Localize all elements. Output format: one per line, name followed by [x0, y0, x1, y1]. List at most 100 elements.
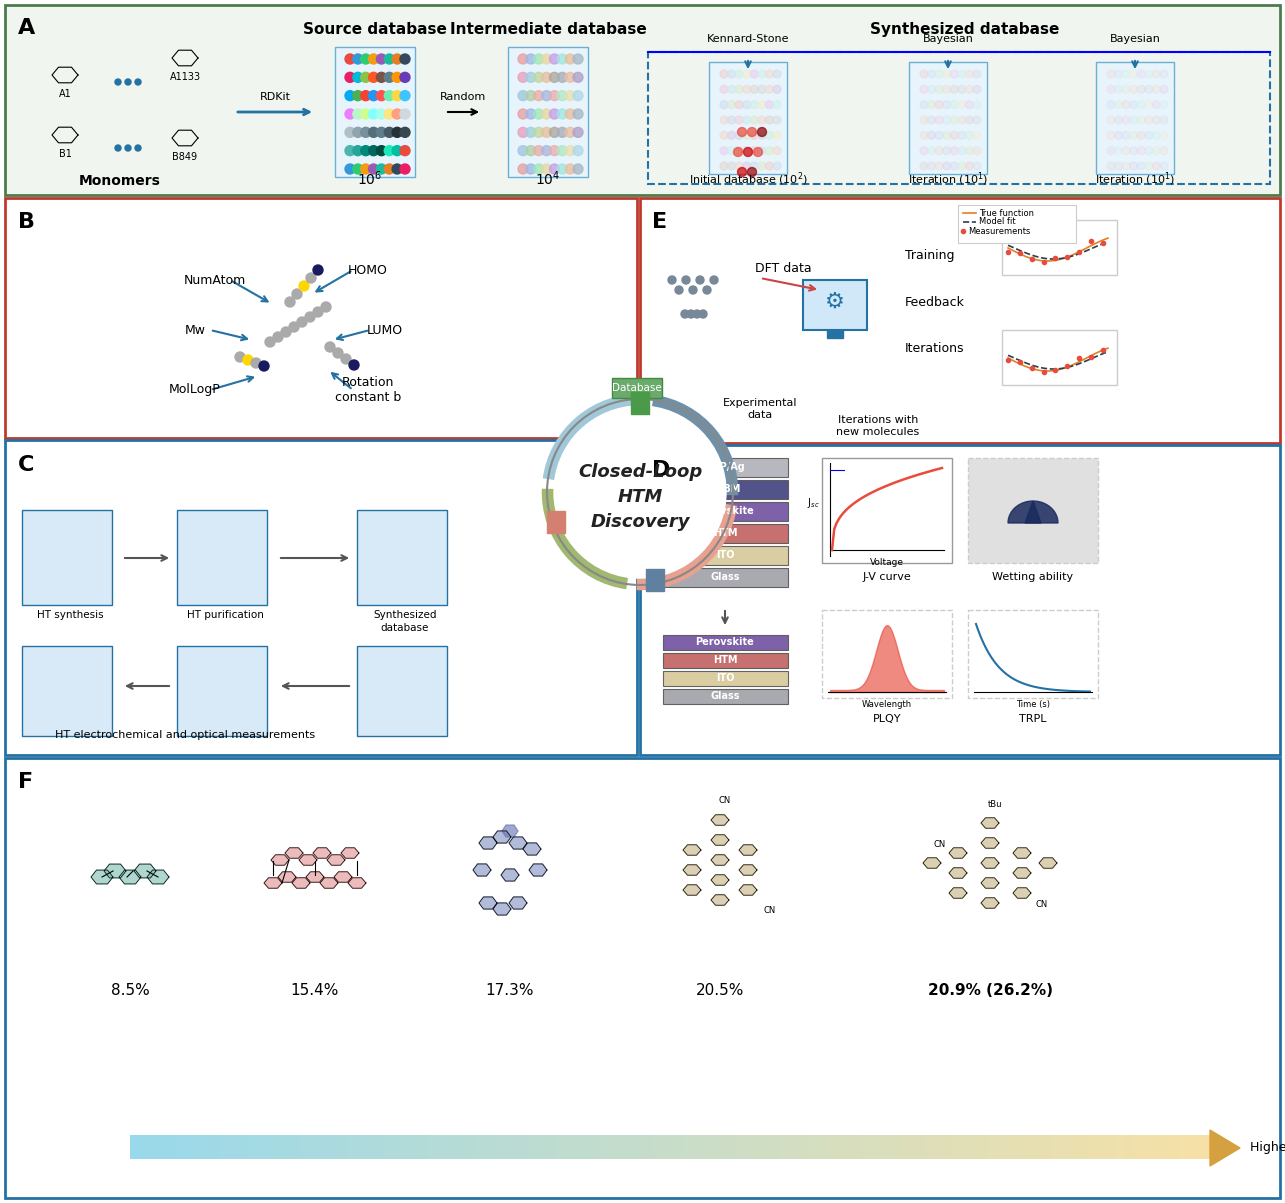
Polygon shape	[1013, 867, 1031, 878]
Circle shape	[573, 72, 583, 82]
Polygon shape	[306, 872, 324, 882]
Bar	[889, 1134, 899, 1158]
Bar	[1002, 220, 1117, 275]
Circle shape	[384, 128, 394, 137]
Bar	[148, 1134, 158, 1158]
Polygon shape	[739, 884, 757, 895]
Circle shape	[400, 109, 410, 119]
Circle shape	[743, 131, 750, 140]
Circle shape	[766, 147, 774, 155]
Bar	[437, 1134, 447, 1158]
Circle shape	[260, 361, 269, 371]
Circle shape	[400, 128, 410, 137]
Circle shape	[750, 70, 758, 78]
Circle shape	[518, 90, 528, 101]
Text: Iteration (10$^1$): Iteration (10$^1$)	[908, 171, 988, 188]
Text: Initial database (10$^2$): Initial database (10$^2$)	[689, 171, 807, 188]
Text: database: database	[380, 623, 429, 633]
Circle shape	[384, 90, 394, 101]
Polygon shape	[120, 870, 141, 884]
Circle shape	[1145, 85, 1153, 94]
Text: Glass: Glass	[711, 691, 740, 701]
Circle shape	[757, 128, 766, 136]
Circle shape	[518, 164, 528, 174]
Bar	[392, 1134, 402, 1158]
Bar	[519, 1134, 529, 1158]
Polygon shape	[263, 878, 281, 888]
Circle shape	[369, 72, 379, 82]
Polygon shape	[509, 897, 527, 909]
Circle shape	[957, 131, 966, 140]
Polygon shape	[1007, 500, 1058, 523]
Circle shape	[518, 128, 528, 137]
Text: Source database: Source database	[303, 22, 447, 37]
Circle shape	[350, 360, 359, 371]
Bar	[338, 1134, 348, 1158]
Bar	[1124, 1134, 1135, 1158]
Circle shape	[720, 70, 729, 78]
Circle shape	[1106, 70, 1115, 78]
Polygon shape	[711, 855, 729, 865]
Circle shape	[943, 162, 951, 170]
Circle shape	[1153, 162, 1160, 170]
Polygon shape	[980, 878, 998, 888]
Text: CN: CN	[718, 796, 731, 805]
Text: HTM: HTM	[713, 654, 738, 665]
Polygon shape	[334, 872, 352, 882]
Bar	[5, 5, 1280, 195]
Bar	[211, 1134, 221, 1158]
Circle shape	[353, 72, 362, 82]
Bar	[663, 458, 788, 478]
Circle shape	[1106, 162, 1115, 170]
Bar	[898, 1134, 908, 1158]
Text: Intermediate database: Intermediate database	[450, 22, 646, 37]
Circle shape	[920, 162, 928, 170]
Circle shape	[377, 146, 387, 155]
Circle shape	[1122, 101, 1130, 108]
Circle shape	[541, 109, 551, 119]
Text: 15.4%: 15.4%	[290, 983, 339, 998]
Bar	[5, 5, 1280, 195]
Circle shape	[353, 164, 362, 174]
Circle shape	[1114, 115, 1123, 124]
Bar	[980, 1134, 989, 1158]
Bar	[609, 1134, 619, 1158]
Text: Closed-Loop: Closed-Loop	[578, 463, 702, 481]
Bar	[663, 635, 788, 650]
Bar	[916, 1134, 926, 1158]
Bar	[5, 440, 637, 755]
Circle shape	[400, 54, 410, 64]
Bar	[871, 1134, 882, 1158]
Bar	[537, 1134, 547, 1158]
Circle shape	[957, 162, 966, 170]
Bar	[483, 1134, 492, 1158]
Circle shape	[735, 131, 743, 140]
Circle shape	[943, 115, 951, 124]
Circle shape	[774, 131, 781, 140]
Circle shape	[565, 109, 576, 119]
Bar	[835, 1134, 846, 1158]
Bar	[5, 440, 637, 755]
Circle shape	[758, 101, 766, 108]
Circle shape	[766, 115, 774, 124]
Polygon shape	[341, 848, 359, 858]
Circle shape	[727, 101, 735, 108]
Bar	[663, 525, 788, 543]
Circle shape	[526, 90, 536, 101]
Text: J$_{sc}$: J$_{sc}$	[807, 496, 820, 510]
Text: True function: True function	[979, 208, 1034, 218]
Circle shape	[935, 162, 943, 170]
Bar	[492, 1134, 501, 1158]
Circle shape	[392, 90, 402, 101]
Circle shape	[1137, 115, 1145, 124]
Bar	[1079, 1134, 1090, 1158]
Circle shape	[1160, 147, 1168, 155]
Bar	[600, 1134, 610, 1158]
Text: Synthesized database: Synthesized database	[870, 22, 1060, 37]
Circle shape	[377, 164, 387, 174]
Circle shape	[314, 307, 323, 318]
Circle shape	[743, 115, 750, 124]
Circle shape	[1153, 115, 1160, 124]
Bar	[1096, 63, 1174, 174]
Bar	[455, 1134, 465, 1158]
